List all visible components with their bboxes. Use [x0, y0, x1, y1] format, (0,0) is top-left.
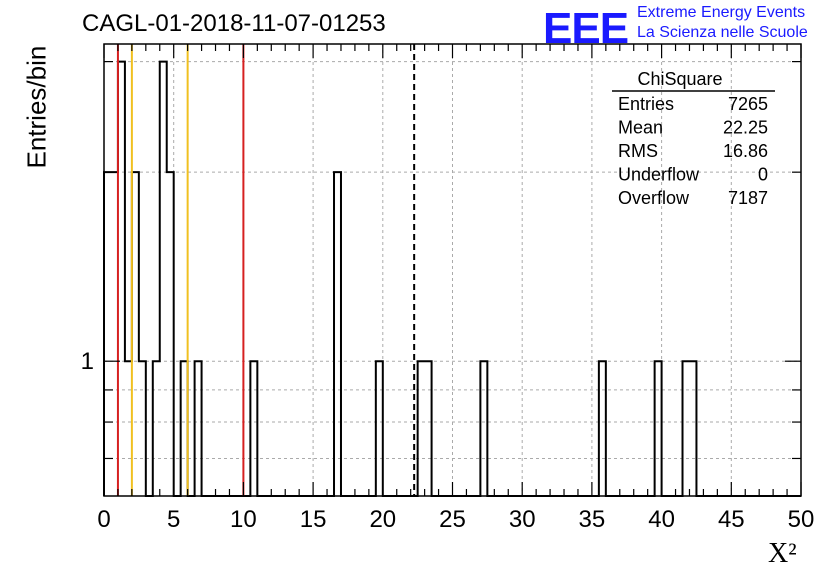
x-tick-label: 35: [579, 506, 606, 533]
stats-label-entries: Entries: [618, 94, 674, 114]
stats-value-mean: 22.25: [723, 118, 768, 138]
histogram-title: CAGL-01-2018-11-07-01253: [82, 10, 386, 37]
x-tick-label: 15: [300, 506, 327, 533]
stats-box-name: ChiSquare: [637, 69, 722, 89]
x-tick-label: 5: [167, 506, 180, 533]
x-tick-label: 30: [509, 506, 536, 533]
ticks: 0 5 10 15 20 25 30 35 40 45 50 1: [81, 44, 815, 533]
stats-label-overflow: Overflow: [618, 188, 690, 208]
stats-label-mean: Mean: [618, 118, 663, 138]
x-axis-label: X²: [768, 538, 797, 569]
brand-line-1: Extreme Energy Events: [637, 4, 806, 21]
x-tick-label: 40: [648, 506, 675, 533]
stats-value-entries: 7265: [728, 94, 768, 114]
x-tick-label: 20: [369, 506, 396, 533]
x-tick-label: 50: [788, 506, 815, 533]
grid-lines: [104, 44, 801, 496]
stats-value-overflow: 7187: [728, 188, 768, 208]
eee-logo: EEE: [543, 4, 629, 53]
x-tick-label: 10: [230, 506, 257, 533]
stats-value-underflow: 0: [758, 165, 768, 185]
stats-box: ChiSquare Entries 7265 Mean 22.25 RMS 16.86 Und…: [612, 69, 775, 208]
x-tick-label: 0: [97, 506, 110, 533]
stats-value-rms: 16.86: [723, 141, 768, 161]
stats-label-rms: RMS: [618, 141, 658, 161]
reference-lines: [116, 44, 416, 496]
stats-label-underflow: Underflow: [618, 165, 700, 185]
y-tick-label: 1: [81, 348, 94, 375]
x-tick-label: 25: [439, 506, 466, 533]
x-tick-label: 45: [718, 506, 745, 533]
brand-line-2: La Scienza nelle Scuole: [637, 24, 808, 41]
